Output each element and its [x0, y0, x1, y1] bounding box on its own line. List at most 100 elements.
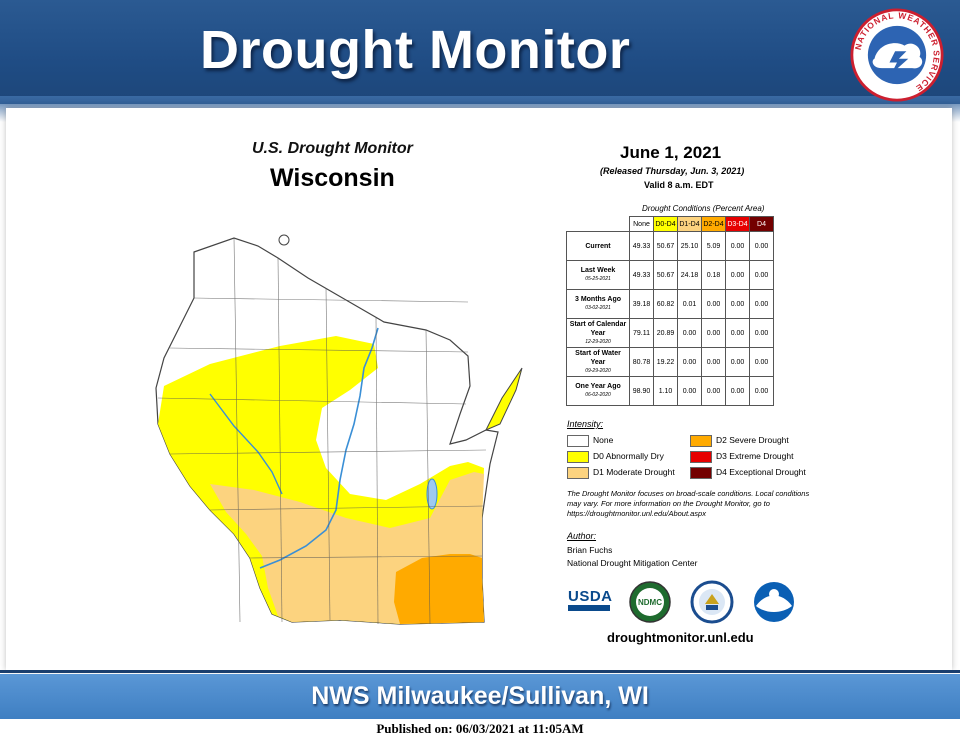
table-cell: 0.00 — [701, 347, 726, 377]
table-cell: 50.67 — [653, 260, 678, 290]
legend-item-none: None — [567, 434, 613, 447]
header-bar — [0, 0, 960, 104]
col-d0-d4: D0-D4 — [653, 216, 678, 232]
legend-item-d0: D0 Abnormally Dry — [567, 450, 664, 463]
col-d4: D4 — [749, 216, 774, 232]
table-cell: 0.00 — [677, 376, 702, 406]
table-cell: 39.18 — [629, 289, 654, 319]
col-none: None — [629, 216, 654, 232]
table-cell: 0.00 — [725, 231, 750, 261]
table-cell: 50.67 — [653, 231, 678, 261]
drought-conditions-table: None D0-D4 D1-D4 D2-D4 D3-D4 D4 Current … — [566, 216, 774, 406]
table-cell: 0.00 — [677, 318, 702, 348]
legend-swatch — [690, 450, 712, 463]
table-cell: 25.10 — [677, 231, 702, 261]
table-cell: 0.00 — [701, 318, 726, 348]
ndmc-logo-text: NDMC — [638, 598, 662, 607]
legend-swatch — [567, 434, 589, 447]
table-cell: 0.00 — [701, 289, 726, 319]
wisconsin-drought-map — [155, 234, 523, 625]
table-cell: 0.00 — [749, 318, 774, 348]
table-cell: 79.11 — [629, 318, 654, 348]
monitor-note: The Drought Monitor focuses on broad-sca… — [567, 489, 810, 518]
table-cell: 0.00 — [749, 347, 774, 377]
table-cell: 0.00 — [749, 376, 774, 406]
table-cell: 20.89 — [653, 318, 678, 348]
author-name: Brian Fuchs — [567, 545, 613, 555]
legend-item-d4: D4 Exceptional Drought — [690, 466, 806, 479]
row-label: Current — [566, 231, 630, 261]
noaa-logo-icon — [754, 582, 794, 622]
row-label: Start of Water Year 09-29-2020 — [566, 347, 630, 377]
table-cell: 0.00 — [749, 231, 774, 261]
table-cell: 24.18 — [677, 260, 702, 290]
col-d1-d4: D1-D4 — [677, 216, 702, 232]
river-wisconsin — [259, 327, 379, 569]
legend-swatch — [567, 450, 589, 463]
stats-valid: Valid 8 a.m. EDT — [644, 180, 714, 190]
col-d3-d4: D3-D4 — [725, 216, 750, 232]
map-title: U.S. Drought Monitor — [252, 140, 413, 157]
lake-winnebago — [426, 478, 438, 510]
door-peninsula — [484, 367, 523, 431]
table-row: Start of Water Year 09-29-2020 80.78 19.2… — [566, 347, 774, 377]
stats-release: (Released Thursday, Jun. 3, 2021) — [600, 166, 745, 176]
table-cell: 5.09 — [701, 231, 726, 261]
table-cell: 1.10 — [653, 376, 678, 406]
legend-item-d2: D2 Severe Drought — [690, 434, 789, 447]
ndmc-logo-icon: NDMC — [629, 581, 671, 623]
table-cell: 0.00 — [749, 260, 774, 290]
author-title: Author: — [567, 531, 597, 541]
published-timestamp: Published on: 06/03/2021 at 11:05AM — [376, 721, 584, 736]
nws-logo-icon: NATIONAL WEATHER SERVICE — [850, 8, 944, 102]
commerce-seal-icon — [690, 580, 734, 624]
row-label: 3 Months Ago 03-02-2021 — [566, 289, 630, 319]
row-label: Start of Calendar Year 12-29-2020 — [566, 318, 630, 348]
footer-divider — [0, 670, 960, 673]
table-cell: 60.82 — [653, 289, 678, 319]
table-row: Current 49.33 50.67 25.10 5.09 0.00 0.00 — [566, 231, 774, 261]
legend-swatch — [567, 466, 589, 479]
row-label: One Year Ago 06-02-2020 — [566, 376, 630, 406]
apostle-islands — [278, 234, 290, 246]
table-cell: 0.00 — [701, 376, 726, 406]
row-label: Last Week 05-25-2021 — [566, 260, 630, 290]
author-org: National Drought Mitigation Center — [567, 558, 698, 568]
table-header-row: None D0-D4 D1-D4 D2-D4 D3-D4 D4 — [567, 216, 774, 232]
table-cell: 0.00 — [725, 347, 750, 377]
table-cell: 0.00 — [725, 318, 750, 348]
table-cell: 0.18 — [701, 260, 726, 290]
map-state-title: Wisconsin — [270, 164, 395, 192]
legend-swatch — [690, 466, 712, 479]
table-cell: 0.00 — [725, 289, 750, 319]
col-d2-d4: D2-D4 — [701, 216, 726, 232]
usda-logo-icon: USDA — [568, 588, 613, 605]
table-cell: 0.01 — [677, 289, 702, 319]
table-cell: 0.00 — [725, 260, 750, 290]
conditions-title: Drought Conditions (Percent Area) — [642, 204, 765, 213]
footer-bar — [0, 674, 960, 719]
d2-region — [394, 554, 484, 624]
usda-logo-bar — [568, 605, 610, 611]
table-cell: 49.33 — [629, 231, 654, 261]
table-cell: 98.90 — [629, 376, 654, 406]
table-cell: 0.00 — [725, 376, 750, 406]
county-lines — [157, 237, 487, 625]
table-row: Start of Calendar Year 12-29-2020 79.11 2… — [566, 318, 774, 348]
table-cell: 80.78 — [629, 347, 654, 377]
table-cell: 19.22 — [653, 347, 678, 377]
stats-date: June 1, 2021 — [620, 143, 722, 162]
page-title: Drought Monitor — [200, 20, 631, 80]
table-cell: 0.00 — [677, 347, 702, 377]
legend-swatch — [690, 434, 712, 447]
office-name: NWS Milwaukee/Sullivan, WI — [311, 682, 649, 710]
site-url: droughtmonitor.unl.edu — [607, 630, 754, 645]
legend-item-d1: D1 Moderate Drought — [567, 466, 675, 479]
table-row: 3 Months Ago 03-02-2021 39.18 60.82 0.01 … — [566, 289, 774, 319]
table-cell: 49.33 — [629, 260, 654, 290]
river-chippewa — [209, 393, 283, 495]
legend-item-d3: D3 Extreme Drought — [690, 450, 793, 463]
table-cell: 0.00 — [749, 289, 774, 319]
table-row: One Year Ago 06-02-2020 98.90 1.10 0.00 0… — [566, 376, 774, 406]
legend-title: Intensity: — [567, 419, 604, 429]
